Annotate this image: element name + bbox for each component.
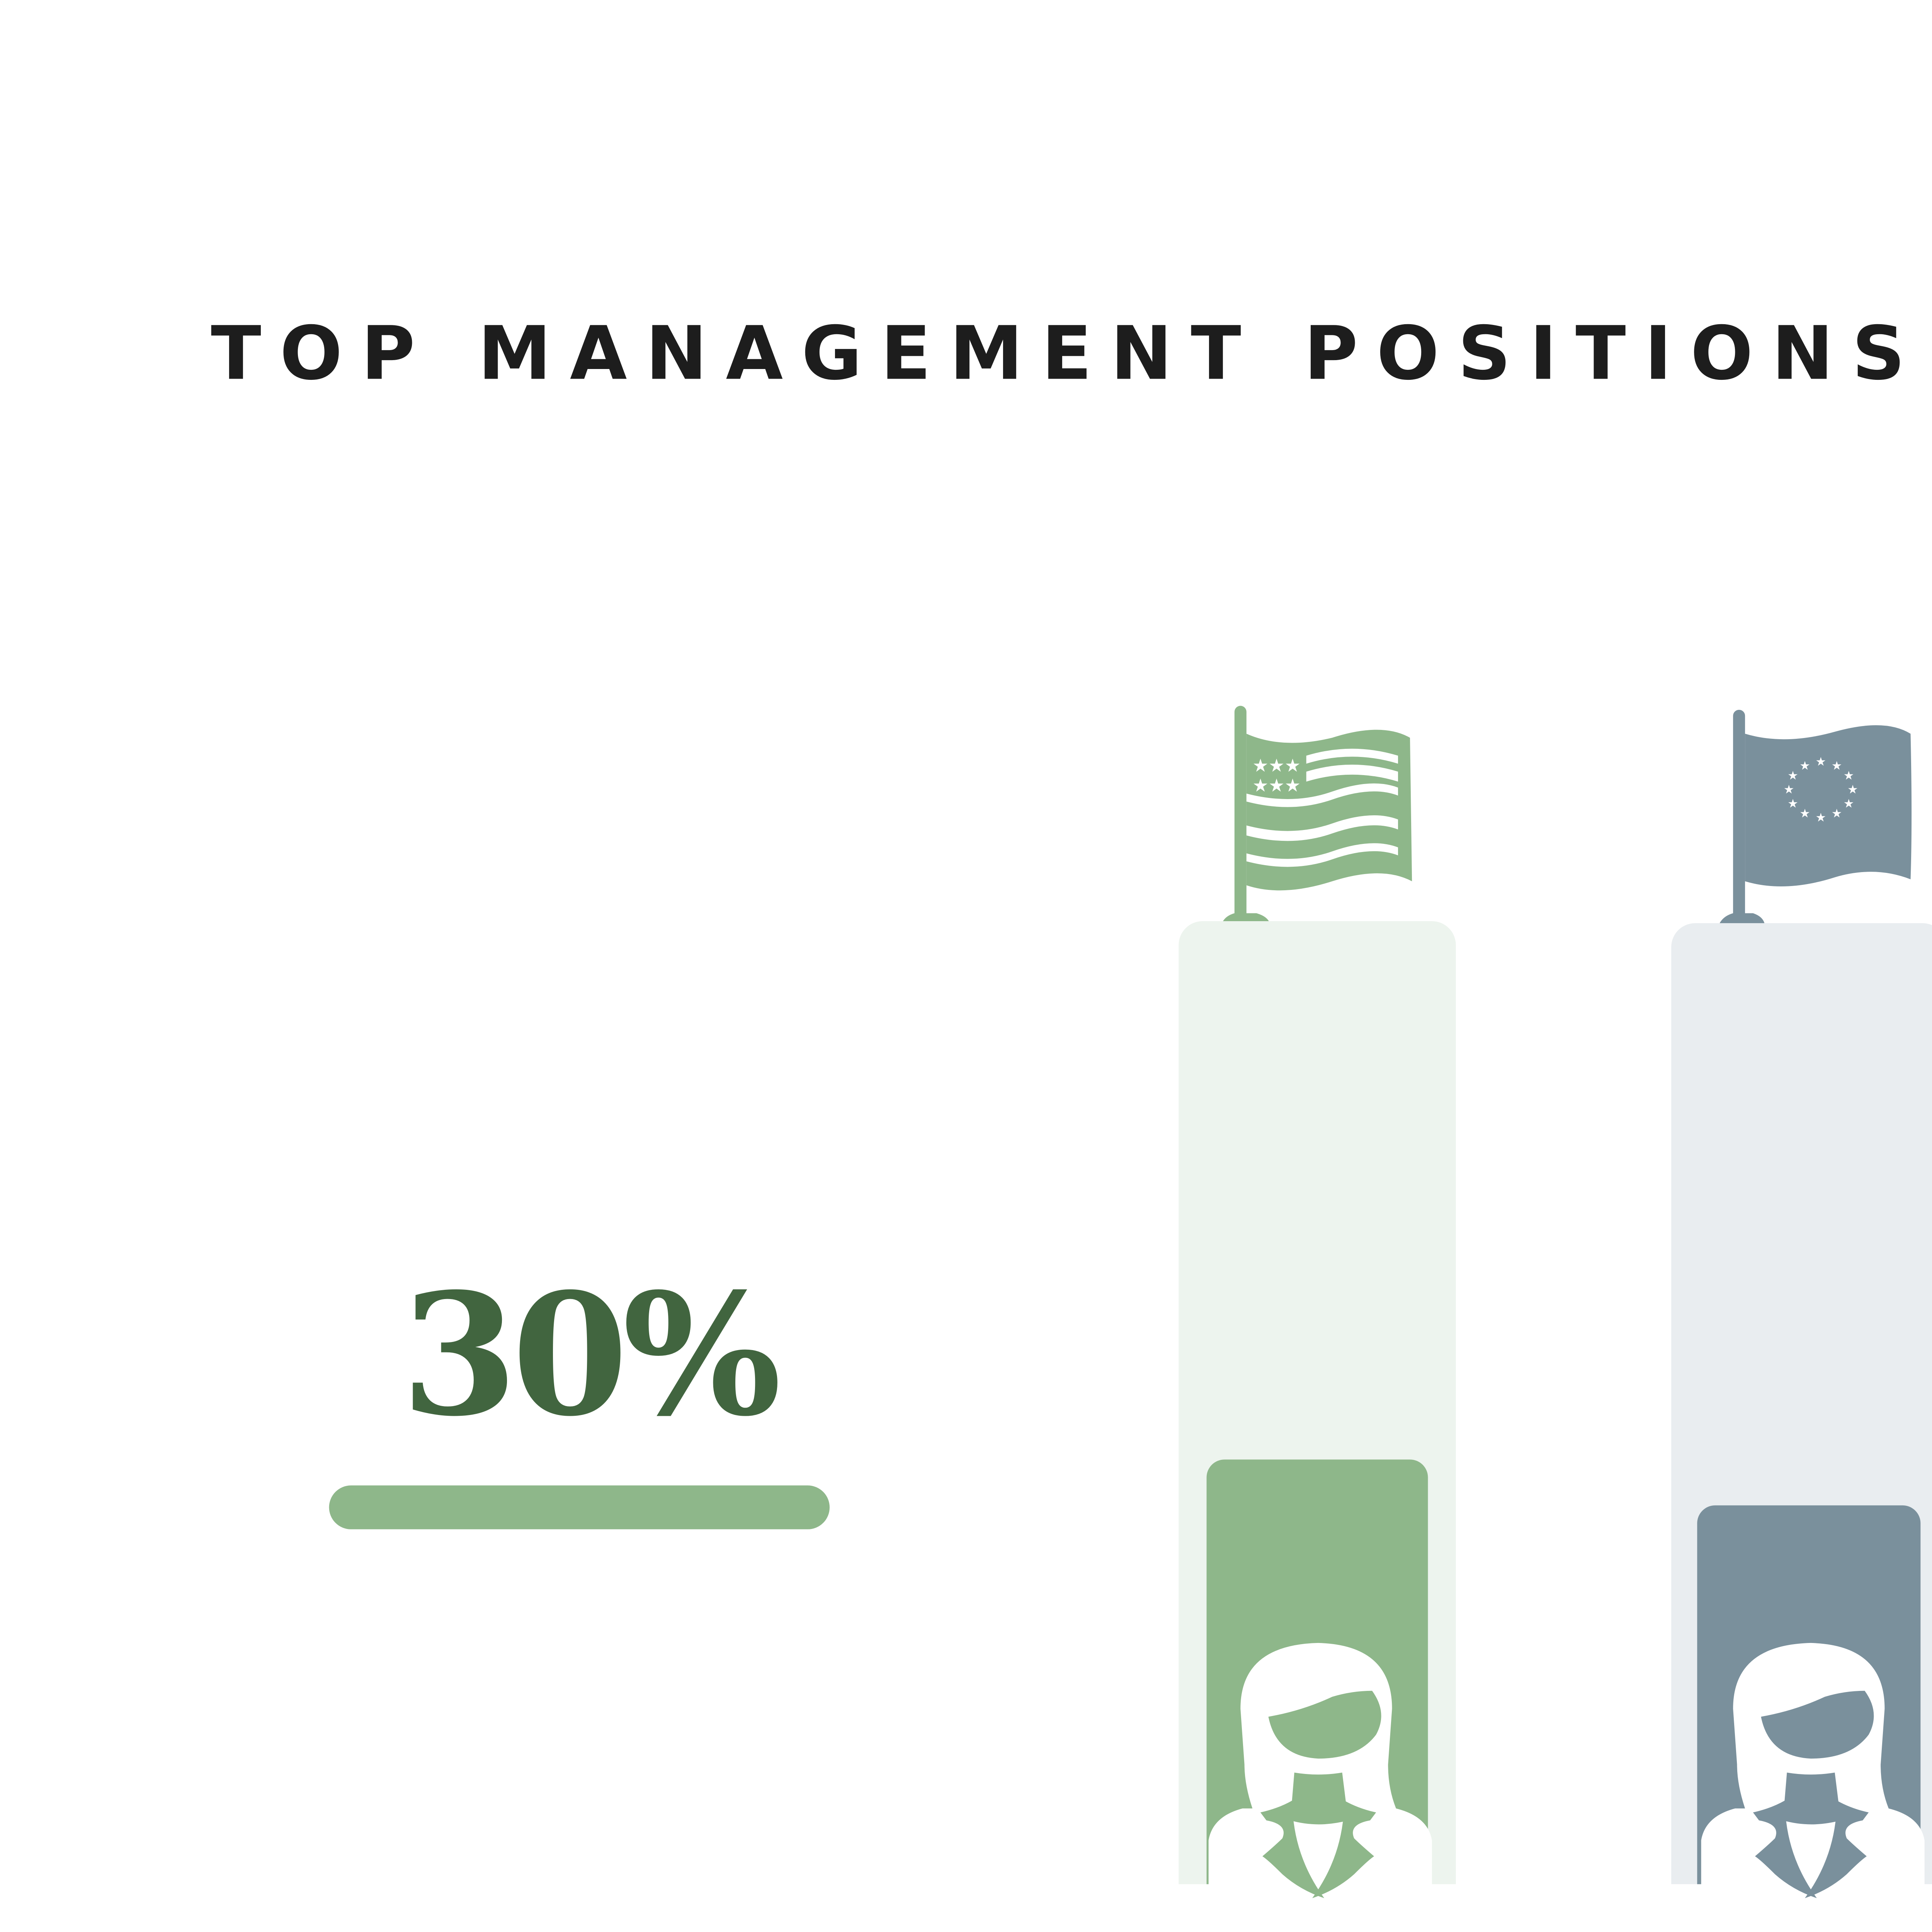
- svg-text:★: ★: [1815, 811, 1826, 825]
- chart-title: TOP MANAGEMENT POSITIONS HELD BY WOMEN: [211, 311, 1932, 397]
- svg-text:★★★: ★★★: [1252, 775, 1301, 796]
- us-flag-icon: ★★★ ★★★: [1220, 706, 1412, 931]
- svg-text:★: ★: [1787, 797, 1798, 811]
- svg-text:★: ★: [1799, 807, 1810, 821]
- us-woman-icon: [1208, 1643, 1432, 1904]
- svg-text:★: ★: [1844, 797, 1854, 811]
- svg-text:★: ★: [1844, 769, 1854, 783]
- us-percentage: 30%: [401, 1256, 781, 1454]
- svg-text:★: ★: [1799, 759, 1810, 773]
- eu-flag-icon: ★ ★★ ★★★ ★★★ ★★★: [1717, 709, 1912, 931]
- svg-text:★★★: ★★★: [1252, 755, 1301, 776]
- svg-text:★: ★: [1784, 783, 1794, 797]
- us-underline: [329, 1485, 830, 1529]
- svg-text:★: ★: [1815, 755, 1826, 769]
- svg-text:★: ★: [1832, 807, 1842, 821]
- svg-text:★: ★: [1787, 769, 1798, 783]
- svg-text:★: ★: [1847, 783, 1858, 797]
- europe-woman-icon: [1701, 1643, 1925, 1904]
- svg-text:★: ★: [1832, 759, 1842, 773]
